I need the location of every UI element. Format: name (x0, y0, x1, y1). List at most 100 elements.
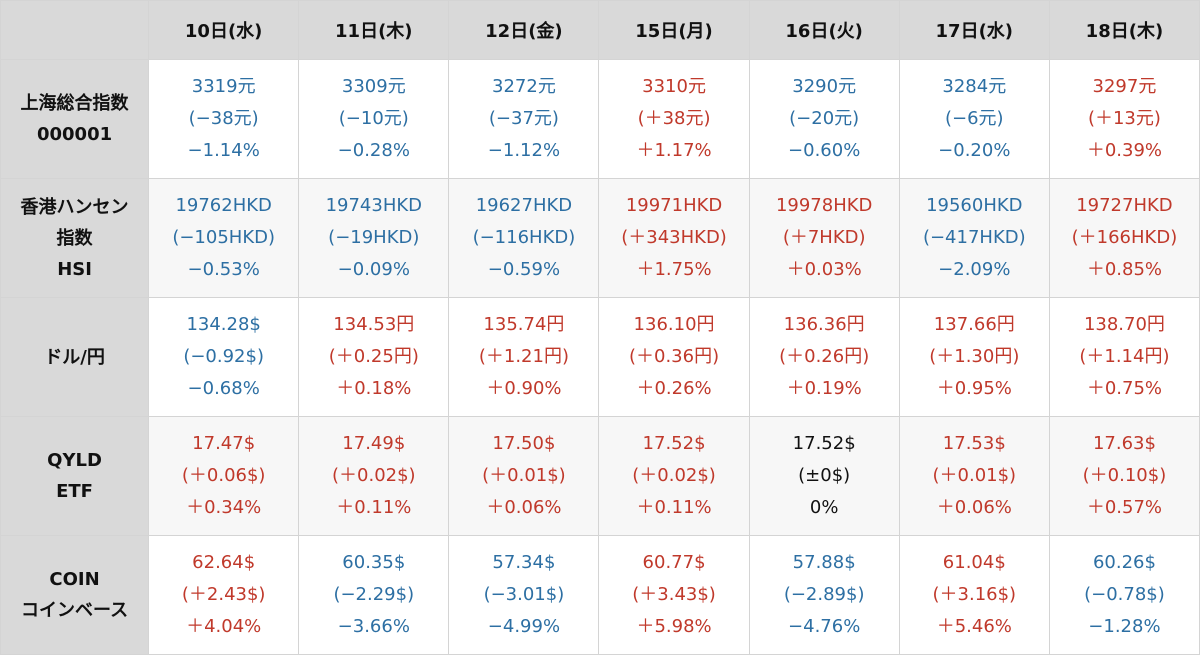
row-shanghai-index: 上海総合指数 000001 3319元 (−38元) −1.14% 3309元 (−10元)… (0, 59, 1200, 179)
percent-change: ＋0.06% (936, 497, 1012, 518)
date-header: 12日(金) (448, 0, 600, 60)
row-label-line: 香港ハンセン (20, 196, 129, 218)
quote-cell: 17.52$ (＋0.02$) ＋0.11% (598, 416, 750, 536)
change-value: (＋13元) (1087, 108, 1161, 129)
row-label-line: COIN (49, 569, 100, 590)
price-value: 3272元 (492, 76, 556, 97)
percent-change: −4.76% (788, 616, 861, 637)
row-usd-jpy: ドル/円 134.28$ (−0.92$) −0.68% 134.53円 (＋0.25円)… (0, 297, 1200, 417)
price-value: 61.04$ (942, 552, 1006, 573)
price-value: 19727HKD (1076, 195, 1173, 216)
percent-change: ＋5.98% (636, 616, 712, 637)
percent-change: ＋1.17% (636, 140, 712, 161)
change-value: (＋343HKD) (621, 227, 727, 248)
quote-cell: 3319元 (−38元) −1.14% (148, 59, 300, 179)
change-value: (＋0.36円) (628, 346, 720, 367)
change-value: (＋166HKD) (1071, 227, 1178, 248)
price-value: 17.49$ (342, 433, 406, 454)
change-value: (＋0.01$) (482, 465, 566, 486)
percent-change: −2.09% (938, 259, 1011, 280)
percent-change: ＋5.46% (936, 616, 1012, 637)
percent-change: ＋0.39% (1086, 140, 1163, 161)
change-value: (＋3.43$) (632, 584, 716, 605)
corner-cell (0, 0, 150, 60)
quote-cell: 60.77$ (＋3.43$) ＋5.98% (598, 535, 750, 655)
date-header: 18日(木) (1048, 0, 1200, 60)
date-header: 17日(水) (898, 0, 1050, 60)
price-value: 57.88$ (792, 552, 856, 573)
change-value: (＋1.21円) (478, 346, 569, 367)
row-label-line: 000001 (36, 124, 113, 145)
quote-cell: 57.34$ (−3.01$) −4.99% (448, 535, 600, 655)
quote-cell: 60.26$ (−0.78$) −1.28% (1048, 535, 1200, 655)
price-value: 136.36円 (783, 314, 865, 335)
change-value: (−0.92$) (183, 346, 264, 367)
change-value: (＋0.06$) (181, 465, 266, 486)
row-label: ドル/円 (0, 297, 150, 417)
price-value: 17.53$ (942, 433, 1006, 454)
price-value: 3310元 (642, 76, 706, 97)
price-value: 19743HKD (325, 195, 423, 216)
change-value: (−19HKD) (328, 227, 420, 248)
quote-cell: 17.47$ (＋0.06$) ＋0.34% (148, 416, 300, 536)
percent-change: ＋0.19% (786, 378, 862, 399)
row-label-line: 指数 (56, 227, 93, 249)
change-value: (＋38元) (637, 108, 711, 129)
change-value: (＋2.43$) (181, 584, 266, 605)
quote-cell: 17.49$ (＋0.02$) ＋0.11% (298, 416, 450, 536)
percent-change: −0.09% (337, 259, 410, 280)
percent-change: −0.59% (487, 259, 561, 280)
date-header: 16日(火) (748, 0, 900, 60)
header-row: 10日(水) 11日(木) 12日(金) 15日(月) 16日(火) 17日(水… (0, 0, 1200, 60)
percent-change: ＋1.75% (636, 259, 712, 280)
quote-cell: 134.28$ (−0.92$) −0.68% (148, 297, 300, 417)
percent-change: ＋0.11% (636, 497, 712, 518)
date-header: 10日(水) (148, 0, 300, 60)
percent-change: −0.60% (788, 140, 861, 161)
change-value: (±0$) (798, 465, 851, 486)
quote-cell: 136.36円 (＋0.26円) ＋0.19% (748, 297, 900, 417)
change-value: (＋0.25円) (328, 346, 419, 367)
row-label-line: ドル/円 (44, 346, 105, 368)
price-value: 17.52$ (642, 433, 706, 454)
row-label: 上海総合指数 000001 (0, 59, 150, 179)
change-value: (−417HKD) (922, 227, 1026, 248)
price-value: 3319元 (191, 76, 256, 97)
change-value: (＋0.26円) (779, 346, 870, 367)
price-value: 17.47$ (192, 433, 256, 454)
row-label-line: ETF (56, 481, 93, 502)
percent-change: −3.66% (337, 616, 410, 637)
quote-cell: 19762HKD (−105HKD) −0.53% (148, 178, 300, 298)
percent-change: ＋0.26% (636, 378, 712, 399)
quote-cell: 19978HKD (＋7HKD) ＋0.03% (748, 178, 900, 298)
percent-change: ＋0.06% (486, 497, 562, 518)
change-value: (−116HKD) (472, 227, 576, 248)
quote-cell: 17.53$ (＋0.01$) ＋0.06% (898, 416, 1050, 536)
percent-change: ＋4.04% (186, 616, 262, 637)
quote-cell: 61.04$ (＋3.16$) ＋5.46% (898, 535, 1050, 655)
change-value: (＋0.02$) (632, 465, 716, 486)
change-value: (−20元) (789, 108, 860, 129)
quote-cell: 136.10円 (＋0.36円) ＋0.26% (598, 297, 750, 417)
date-header: 15日(月) (598, 0, 750, 60)
quote-cell: 19627HKD (−116HKD) −0.59% (448, 178, 600, 298)
row-hang-seng-index: 香港ハンセン 指数 HSI 19762HKD (−105HKD) −0.53% 19743H… (0, 178, 1200, 298)
percent-change: ＋0.85% (1086, 259, 1163, 280)
price-value: 60.26$ (1092, 552, 1156, 573)
row-label: QYLD ETF (0, 416, 150, 536)
percent-change: −0.28% (337, 140, 410, 161)
quote-cell: 60.35$ (−2.29$) −3.66% (298, 535, 450, 655)
quote-cell: 62.64$ (＋2.43$) ＋4.04% (148, 535, 300, 655)
price-value: 60.77$ (642, 552, 706, 573)
percent-change: ＋0.34% (186, 497, 262, 518)
percent-change: ＋0.03% (786, 259, 862, 280)
percent-change: −1.14% (187, 140, 260, 161)
change-value: (＋1.14円) (1079, 346, 1170, 367)
row-label-line: 上海総合指数 (20, 93, 129, 114)
price-value: 134.28$ (186, 314, 261, 335)
row-label: 香港ハンセン 指数 HSI (0, 178, 150, 298)
price-value: 3297元 (1092, 76, 1157, 97)
percent-change: −1.28% (1088, 616, 1161, 637)
change-value: (−38元) (188, 108, 259, 129)
price-value: 135.74円 (483, 314, 565, 335)
